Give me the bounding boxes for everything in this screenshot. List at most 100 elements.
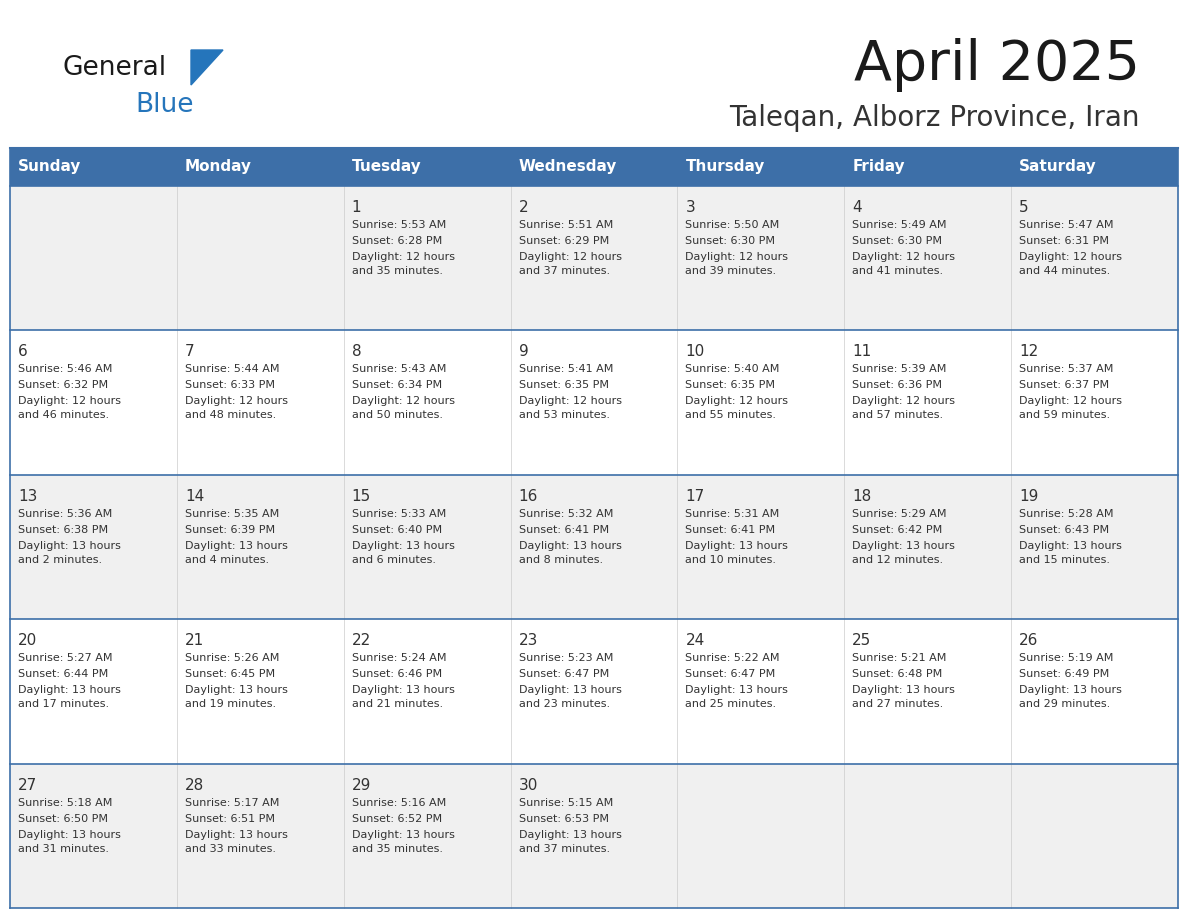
Text: Sunrise: 5:35 AM: Sunrise: 5:35 AM (185, 509, 279, 519)
Text: Sunrise: 5:16 AM: Sunrise: 5:16 AM (352, 798, 446, 808)
Text: Sunrise: 5:37 AM: Sunrise: 5:37 AM (1019, 364, 1113, 375)
Text: Sunday: Sunday (18, 160, 81, 174)
Text: Sunset: 6:35 PM: Sunset: 6:35 PM (519, 380, 608, 390)
Text: Daylight: 13 hours: Daylight: 13 hours (852, 541, 955, 551)
Text: 3: 3 (685, 200, 695, 215)
Text: Sunset: 6:53 PM: Sunset: 6:53 PM (519, 813, 608, 823)
Text: Sunset: 6:36 PM: Sunset: 6:36 PM (852, 380, 942, 390)
Text: 17: 17 (685, 488, 704, 504)
Text: Tuesday: Tuesday (352, 160, 422, 174)
Text: Sunrise: 5:18 AM: Sunrise: 5:18 AM (18, 798, 113, 808)
Text: Sunset: 6:51 PM: Sunset: 6:51 PM (185, 813, 274, 823)
Text: Sunrise: 5:44 AM: Sunrise: 5:44 AM (185, 364, 279, 375)
Text: and 23 minutes.: and 23 minutes. (519, 700, 609, 710)
Text: Sunset: 6:46 PM: Sunset: 6:46 PM (352, 669, 442, 679)
Text: Sunrise: 5:43 AM: Sunrise: 5:43 AM (352, 364, 446, 375)
Text: and 12 minutes.: and 12 minutes. (852, 554, 943, 565)
Text: Sunrise: 5:31 AM: Sunrise: 5:31 AM (685, 509, 779, 519)
Text: Sunrise: 5:28 AM: Sunrise: 5:28 AM (1019, 509, 1113, 519)
Text: 30: 30 (519, 778, 538, 792)
Text: Sunset: 6:31 PM: Sunset: 6:31 PM (1019, 236, 1110, 246)
Text: Sunset: 6:35 PM: Sunset: 6:35 PM (685, 380, 776, 390)
Text: Daylight: 13 hours: Daylight: 13 hours (18, 685, 121, 695)
Text: Daylight: 13 hours: Daylight: 13 hours (185, 685, 287, 695)
Text: Sunset: 6:41 PM: Sunset: 6:41 PM (685, 525, 776, 535)
Text: Daylight: 12 hours: Daylight: 12 hours (852, 397, 955, 407)
Text: 27: 27 (18, 778, 37, 792)
Text: Sunset: 6:45 PM: Sunset: 6:45 PM (185, 669, 274, 679)
Text: Wednesday: Wednesday (519, 160, 617, 174)
Text: Sunset: 6:42 PM: Sunset: 6:42 PM (852, 525, 942, 535)
Text: Sunrise: 5:40 AM: Sunrise: 5:40 AM (685, 364, 779, 375)
Text: and 19 minutes.: and 19 minutes. (185, 700, 276, 710)
Text: 15: 15 (352, 488, 371, 504)
Text: Daylight: 13 hours: Daylight: 13 hours (852, 685, 955, 695)
Text: Daylight: 12 hours: Daylight: 12 hours (685, 397, 789, 407)
Bar (511, 148, 677, 186)
Text: Daylight: 13 hours: Daylight: 13 hours (185, 830, 287, 840)
Text: Sunrise: 5:21 AM: Sunrise: 5:21 AM (852, 654, 947, 663)
Text: 19: 19 (1019, 488, 1038, 504)
Text: Sunrise: 5:51 AM: Sunrise: 5:51 AM (519, 220, 613, 230)
Text: and 2 minutes.: and 2 minutes. (18, 554, 102, 565)
Bar (1011, 148, 1178, 186)
Text: Sunrise: 5:15 AM: Sunrise: 5:15 AM (519, 798, 613, 808)
Text: Taleqan, Alborz Province, Iran: Taleqan, Alborz Province, Iran (729, 104, 1140, 132)
Text: 26: 26 (1019, 633, 1038, 648)
Text: 8: 8 (352, 344, 361, 360)
Text: Daylight: 12 hours: Daylight: 12 hours (352, 252, 455, 262)
Text: Sunset: 6:37 PM: Sunset: 6:37 PM (1019, 380, 1110, 390)
Text: 7: 7 (185, 344, 195, 360)
Text: Sunrise: 5:53 AM: Sunrise: 5:53 AM (352, 220, 446, 230)
Bar (10, 330, 1178, 475)
Text: Sunset: 6:43 PM: Sunset: 6:43 PM (1019, 525, 1110, 535)
Bar (177, 148, 343, 186)
Bar (10, 764, 1178, 908)
Text: Sunrise: 5:17 AM: Sunrise: 5:17 AM (185, 798, 279, 808)
Text: and 27 minutes.: and 27 minutes. (852, 700, 943, 710)
Text: Sunrise: 5:29 AM: Sunrise: 5:29 AM (852, 509, 947, 519)
Text: Sunset: 6:40 PM: Sunset: 6:40 PM (352, 525, 442, 535)
Text: April 2025: April 2025 (854, 38, 1140, 92)
Text: Sunrise: 5:24 AM: Sunrise: 5:24 AM (352, 654, 447, 663)
Text: and 37 minutes.: and 37 minutes. (519, 844, 609, 854)
Text: 16: 16 (519, 488, 538, 504)
Text: and 44 minutes.: and 44 minutes. (1019, 266, 1111, 276)
Text: Sunrise: 5:19 AM: Sunrise: 5:19 AM (1019, 654, 1113, 663)
Text: Friday: Friday (852, 160, 905, 174)
Text: General: General (62, 55, 166, 81)
Text: and 41 minutes.: and 41 minutes. (852, 266, 943, 276)
Text: 23: 23 (519, 633, 538, 648)
Text: Daylight: 13 hours: Daylight: 13 hours (185, 541, 287, 551)
Text: Sunset: 6:50 PM: Sunset: 6:50 PM (18, 813, 108, 823)
Text: 12: 12 (1019, 344, 1038, 360)
Text: Sunrise: 5:39 AM: Sunrise: 5:39 AM (852, 364, 947, 375)
Text: Sunset: 6:39 PM: Sunset: 6:39 PM (185, 525, 274, 535)
Text: Daylight: 12 hours: Daylight: 12 hours (519, 252, 621, 262)
Text: 20: 20 (18, 633, 37, 648)
Text: and 15 minutes.: and 15 minutes. (1019, 554, 1110, 565)
Text: Sunset: 6:52 PM: Sunset: 6:52 PM (352, 813, 442, 823)
Text: Sunset: 6:44 PM: Sunset: 6:44 PM (18, 669, 108, 679)
Text: 29: 29 (352, 778, 371, 792)
Text: and 6 minutes.: and 6 minutes. (352, 554, 436, 565)
Text: and 57 minutes.: and 57 minutes. (852, 410, 943, 420)
Text: Daylight: 13 hours: Daylight: 13 hours (352, 541, 455, 551)
Text: Sunrise: 5:50 AM: Sunrise: 5:50 AM (685, 220, 779, 230)
Text: and 33 minutes.: and 33 minutes. (185, 844, 276, 854)
Bar (677, 148, 845, 186)
Text: Daylight: 12 hours: Daylight: 12 hours (1019, 397, 1123, 407)
Text: Daylight: 13 hours: Daylight: 13 hours (352, 685, 455, 695)
Bar (845, 148, 1011, 186)
Text: Daylight: 13 hours: Daylight: 13 hours (18, 541, 121, 551)
Bar (343, 148, 511, 186)
Text: Sunset: 6:47 PM: Sunset: 6:47 PM (519, 669, 608, 679)
Text: Thursday: Thursday (685, 160, 765, 174)
Text: Daylight: 13 hours: Daylight: 13 hours (1019, 685, 1121, 695)
Text: Sunrise: 5:33 AM: Sunrise: 5:33 AM (352, 509, 446, 519)
Text: 10: 10 (685, 344, 704, 360)
Text: Daylight: 13 hours: Daylight: 13 hours (519, 685, 621, 695)
Text: 5: 5 (1019, 200, 1029, 215)
Text: 24: 24 (685, 633, 704, 648)
Text: Daylight: 12 hours: Daylight: 12 hours (185, 397, 287, 407)
